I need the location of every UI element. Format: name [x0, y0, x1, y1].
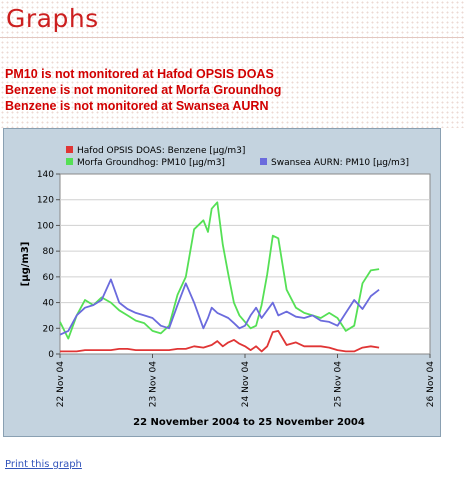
y-tick-label: 60 [43, 273, 55, 283]
y-tick-label: 40 [43, 299, 55, 309]
y-axis-ticks: 0 20 40 60 80 100 120 140 [37, 170, 60, 360]
y-tick-label: 80 [43, 247, 55, 257]
legend-swatch [66, 158, 73, 165]
x-tick-label: 25 Nov 04 [334, 361, 344, 407]
line-chart: 0 20 40 60 80 100 120 140 22 Nov 04 23 Nov 04 24 … [20, 146, 436, 428]
legend-swatch [66, 146, 73, 153]
y-tick-label: 140 [37, 170, 54, 180]
warning-message: Benzene is not monitored at Swansea AURN [5, 99, 269, 113]
x-tick-label: 23 Nov 04 [149, 361, 159, 407]
x-tick-label: 22 Nov 04 [56, 361, 66, 407]
print-graph-link[interactable]: Print this graph [5, 459, 82, 470]
x-axis-title: 22 November 2004 to 25 November 2004 [133, 417, 365, 428]
legend-swatch [260, 158, 267, 165]
series-line [59, 201, 380, 340]
warning-message: PM10 is not monitored at Hafod OPSIS DOA… [5, 67, 274, 81]
legend-label: Morfa Groundhog: PM10 [µg/m3] [77, 158, 225, 168]
title-divider [0, 37, 464, 38]
chart-legend: Hafod OPSIS DOAS: Benzene [µg/m3] Morfa … [66, 146, 409, 168]
warning-message: Benzene is not monitored at Morfa Ground… [5, 83, 282, 97]
series-lines [59, 201, 380, 353]
series-line [60, 329, 380, 353]
x-tick-label: 24 Nov 04 [241, 361, 251, 407]
plot-area [59, 173, 431, 355]
page-title: Graphs [6, 4, 99, 33]
warning-list: PM10 is not monitored at Hafod OPSIS DOA… [5, 66, 281, 114]
y-tick-label: 20 [43, 324, 55, 334]
y-tick-label: 100 [37, 221, 54, 231]
legend-label: Swansea AURN: PM10 [µg/m3] [271, 158, 409, 168]
chart-panel: 0 20 40 60 80 100 120 140 22 Nov 04 23 Nov 04 24 … [3, 128, 441, 437]
y-axis-title: [µg/m3] [20, 242, 31, 287]
x-axis-ticks: 22 Nov 04 23 Nov 04 24 Nov 04 25 Nov 04 26 N… [56, 354, 436, 407]
x-tick-label: 26 Nov 04 [426, 361, 436, 407]
series-line [59, 278, 380, 336]
y-tick-label: 120 [37, 196, 54, 206]
grid-lines [60, 199, 430, 329]
header-background [0, 0, 464, 128]
y-tick-label: 0 [48, 350, 54, 360]
legend-label: Hafod OPSIS DOAS: Benzene [µg/m3] [77, 146, 245, 156]
